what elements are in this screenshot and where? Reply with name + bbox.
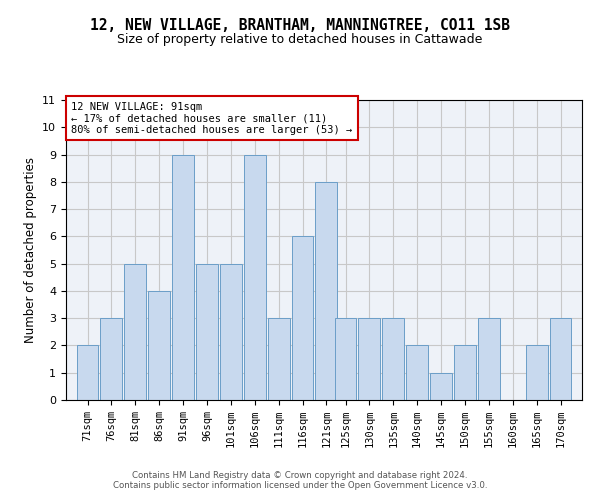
- Bar: [550, 318, 571, 400]
- Bar: [335, 318, 356, 400]
- Bar: [316, 182, 337, 400]
- Bar: [148, 291, 170, 400]
- Bar: [526, 346, 548, 400]
- Text: Size of property relative to detached houses in Cattawade: Size of property relative to detached ho…: [118, 32, 482, 46]
- Bar: [358, 318, 380, 400]
- Bar: [124, 264, 146, 400]
- Text: 12, NEW VILLAGE, BRANTHAM, MANNINGTREE, CO11 1SB: 12, NEW VILLAGE, BRANTHAM, MANNINGTREE, …: [90, 18, 510, 32]
- Bar: [292, 236, 313, 400]
- Bar: [220, 264, 242, 400]
- Text: 12 NEW VILLAGE: 91sqm
← 17% of detached houses are smaller (11)
80% of semi-deta: 12 NEW VILLAGE: 91sqm ← 17% of detached …: [71, 102, 352, 134]
- Y-axis label: Number of detached properties: Number of detached properties: [24, 157, 37, 343]
- Bar: [478, 318, 500, 400]
- Bar: [100, 318, 122, 400]
- Bar: [430, 372, 452, 400]
- Bar: [406, 346, 428, 400]
- Text: Contains HM Land Registry data © Crown copyright and database right 2024.
Contai: Contains HM Land Registry data © Crown c…: [113, 470, 487, 490]
- Bar: [172, 154, 194, 400]
- Bar: [454, 346, 476, 400]
- Bar: [382, 318, 404, 400]
- Bar: [196, 264, 218, 400]
- Bar: [268, 318, 290, 400]
- Bar: [244, 154, 266, 400]
- Bar: [77, 346, 98, 400]
